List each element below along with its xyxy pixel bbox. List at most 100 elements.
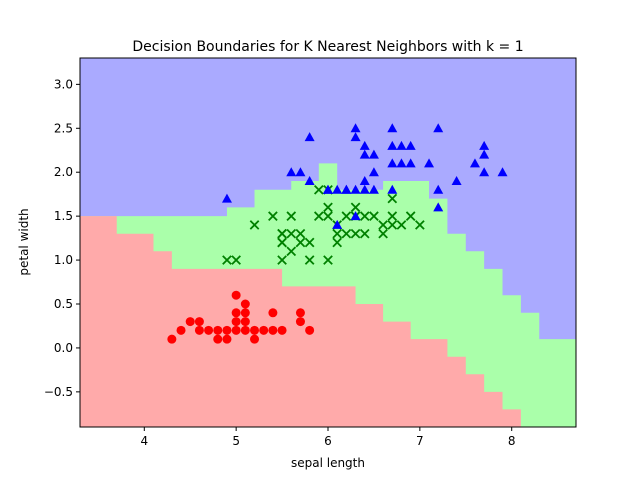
point-triangle <box>433 123 444 133</box>
point-circle <box>295 317 305 327</box>
point-circle <box>240 308 250 318</box>
y-tick-label: 2.5 <box>54 121 73 135</box>
x-tick-label: 7 <box>416 434 424 448</box>
point-triangle <box>396 140 407 150</box>
point-triangle <box>387 140 398 150</box>
point-x <box>295 228 306 239</box>
x-tick-label: 5 <box>232 434 240 448</box>
point-circle <box>268 308 278 318</box>
point-circle <box>240 325 250 335</box>
point-circle <box>231 325 241 335</box>
point-triangle <box>350 184 361 194</box>
point-x <box>387 193 398 204</box>
point-x <box>304 237 315 248</box>
point-circle <box>259 325 269 335</box>
point-x <box>359 211 370 221</box>
point-x <box>286 211 297 221</box>
data-points <box>167 123 508 344</box>
point-x <box>396 220 407 230</box>
y-tick-label: −0.5 <box>44 385 73 399</box>
point-x <box>378 228 388 239</box>
y-tick-label: 0.5 <box>54 297 73 311</box>
point-x <box>277 228 287 239</box>
point-circle <box>231 317 241 327</box>
point-circle <box>194 317 204 327</box>
point-triangle <box>451 176 462 185</box>
point-triangle <box>405 158 416 168</box>
point-x <box>286 246 297 257</box>
point-triangle <box>368 149 379 159</box>
point-circle <box>213 334 223 344</box>
point-circle <box>305 325 315 335</box>
point-x <box>286 228 297 239</box>
point-triangle <box>304 176 315 185</box>
point-circle <box>176 325 186 335</box>
point-circle <box>250 334 260 344</box>
point-circle <box>213 325 223 335</box>
point-triangle <box>433 184 444 194</box>
point-circle <box>295 308 305 318</box>
x-axis-ticks: 4 5 6 7 8 <box>140 427 516 448</box>
point-x <box>415 220 425 230</box>
point-x <box>313 211 324 221</box>
point-triangle <box>497 167 508 177</box>
point-x <box>369 211 379 221</box>
x-tick-label: 6 <box>324 434 332 448</box>
point-triangle <box>332 219 343 229</box>
x-tick-label: 4 <box>140 434 148 448</box>
point-x <box>222 255 232 265</box>
point-circle <box>231 308 241 318</box>
point-circle <box>240 317 250 327</box>
point-triangle <box>350 123 361 133</box>
point-x <box>332 228 343 239</box>
y-tick-label: 3.0 <box>54 77 73 91</box>
point-triangle <box>387 123 398 133</box>
point-x <box>350 228 361 239</box>
point-x <box>359 228 370 239</box>
point-triangle <box>359 176 370 185</box>
point-triangle <box>433 202 444 212</box>
point-triangle <box>479 167 490 177</box>
y-tick-label: 2.0 <box>54 165 73 179</box>
x-tick-label: 8 <box>508 434 516 448</box>
y-tick-label: 1.0 <box>54 253 73 267</box>
point-circle <box>277 325 287 335</box>
y-tick-label: 0.0 <box>54 341 73 355</box>
point-circle <box>268 325 278 335</box>
point-x <box>249 220 260 230</box>
point-triangle <box>304 132 315 142</box>
point-triangle <box>350 132 361 142</box>
point-x <box>313 184 324 195</box>
point-triangle <box>286 167 297 177</box>
point-triangle <box>479 140 490 150</box>
point-x <box>332 237 343 248</box>
point-circle <box>240 299 250 309</box>
point-circle <box>231 290 241 300</box>
point-x <box>341 211 352 221</box>
point-x <box>350 202 361 213</box>
point-triangle <box>341 184 352 194</box>
x-axis-label: sepal length <box>291 456 365 470</box>
point-x <box>304 255 315 265</box>
point-x <box>231 255 241 265</box>
point-triangle <box>359 184 370 194</box>
point-triangle <box>323 184 333 194</box>
point-triangle <box>295 167 306 177</box>
point-circle <box>167 334 177 344</box>
point-x <box>277 237 287 248</box>
point-triangle <box>405 140 416 150</box>
point-triangle <box>387 184 398 194</box>
y-tick-label: 1.5 <box>54 209 73 223</box>
point-circle <box>185 317 195 327</box>
point-circle <box>250 325 260 335</box>
decision-regions <box>80 58 576 427</box>
point-triangle <box>424 158 435 168</box>
point-x <box>341 228 352 239</box>
point-triangle <box>350 211 361 221</box>
point-circle <box>222 334 232 344</box>
point-circle <box>194 325 204 335</box>
point-x <box>323 255 333 265</box>
point-x <box>387 220 398 230</box>
point-x <box>277 255 287 265</box>
